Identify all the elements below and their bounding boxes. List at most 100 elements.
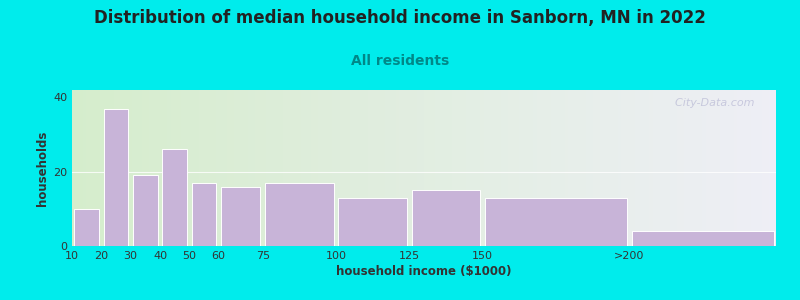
- Bar: [276, 90, 280, 246]
- Bar: [150, 90, 153, 246]
- Bar: [374, 90, 378, 246]
- Bar: [133, 176, 158, 246]
- Bar: [202, 90, 206, 246]
- Bar: [484, 90, 487, 246]
- Bar: [114, 90, 118, 246]
- Bar: [251, 90, 255, 246]
- Bar: [459, 90, 462, 246]
- Bar: [230, 90, 234, 246]
- Bar: [751, 90, 755, 246]
- Bar: [329, 90, 333, 246]
- Bar: [519, 90, 522, 246]
- Bar: [368, 90, 371, 246]
- Bar: [153, 90, 157, 246]
- Bar: [97, 90, 100, 246]
- Text: All residents: All residents: [351, 54, 449, 68]
- Bar: [283, 90, 286, 246]
- Bar: [110, 90, 114, 246]
- Bar: [266, 90, 269, 246]
- Bar: [702, 90, 706, 246]
- Bar: [685, 90, 688, 246]
- Bar: [748, 90, 751, 246]
- Bar: [157, 90, 160, 246]
- Y-axis label: households: households: [36, 130, 49, 206]
- Bar: [220, 90, 223, 246]
- Bar: [650, 90, 653, 246]
- Bar: [579, 90, 582, 246]
- Bar: [632, 90, 635, 246]
- Bar: [485, 198, 627, 246]
- Bar: [769, 90, 773, 246]
- Bar: [575, 90, 579, 246]
- Bar: [544, 90, 547, 246]
- Bar: [185, 90, 188, 246]
- Bar: [706, 90, 709, 246]
- Bar: [530, 90, 533, 246]
- Bar: [498, 90, 502, 246]
- Bar: [582, 90, 586, 246]
- Bar: [572, 90, 575, 246]
- Bar: [762, 90, 766, 246]
- Bar: [234, 90, 238, 246]
- Bar: [216, 90, 220, 246]
- Bar: [357, 90, 361, 246]
- Bar: [160, 90, 163, 246]
- Bar: [562, 90, 565, 246]
- Bar: [474, 90, 477, 246]
- Bar: [118, 90, 122, 246]
- Bar: [298, 90, 301, 246]
- Bar: [744, 90, 748, 246]
- Bar: [262, 90, 266, 246]
- Bar: [221, 187, 261, 246]
- Bar: [618, 90, 621, 246]
- Bar: [607, 90, 610, 246]
- Bar: [146, 90, 150, 246]
- Bar: [709, 90, 713, 246]
- Bar: [192, 90, 195, 246]
- Bar: [248, 90, 251, 246]
- Bar: [688, 90, 691, 246]
- Bar: [206, 90, 210, 246]
- Bar: [241, 90, 245, 246]
- Bar: [417, 90, 421, 246]
- Text: City-Data.com: City-Data.com: [668, 98, 755, 108]
- Bar: [773, 90, 776, 246]
- Bar: [318, 90, 322, 246]
- Bar: [600, 90, 603, 246]
- Bar: [466, 90, 470, 246]
- Bar: [167, 90, 170, 246]
- Bar: [456, 90, 459, 246]
- Bar: [128, 90, 132, 246]
- Bar: [338, 198, 407, 246]
- Bar: [403, 90, 406, 246]
- Bar: [132, 90, 135, 246]
- Bar: [107, 90, 110, 246]
- Bar: [653, 90, 656, 246]
- Bar: [678, 90, 681, 246]
- Bar: [311, 90, 315, 246]
- Bar: [734, 90, 738, 246]
- Bar: [550, 90, 554, 246]
- Bar: [191, 183, 217, 246]
- Bar: [442, 90, 445, 246]
- Bar: [258, 90, 262, 246]
- Bar: [103, 109, 129, 246]
- Bar: [343, 90, 346, 246]
- Bar: [188, 90, 192, 246]
- Bar: [269, 90, 273, 246]
- Bar: [79, 90, 82, 246]
- Bar: [142, 90, 146, 246]
- X-axis label: household income ($1000): household income ($1000): [336, 265, 512, 278]
- Bar: [670, 90, 674, 246]
- Bar: [597, 90, 600, 246]
- Bar: [691, 90, 695, 246]
- Bar: [336, 90, 339, 246]
- Bar: [674, 90, 678, 246]
- Bar: [565, 90, 568, 246]
- Bar: [755, 90, 758, 246]
- Bar: [265, 183, 334, 246]
- Bar: [139, 90, 142, 246]
- Bar: [406, 90, 410, 246]
- Bar: [720, 90, 723, 246]
- Bar: [614, 90, 618, 246]
